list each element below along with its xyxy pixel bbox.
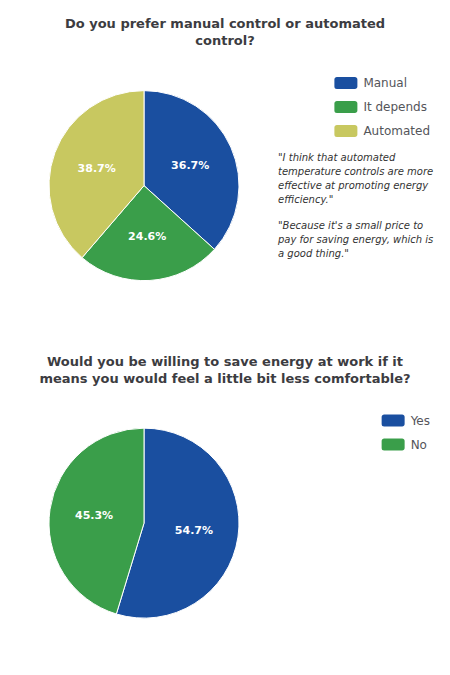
svg-text:"Because it's a small price to: "Because it's a small price to xyxy=(278,220,423,231)
svg-text:Automated: Automated xyxy=(363,124,430,138)
svg-text:36.7%: 36.7% xyxy=(171,159,209,172)
svg-text:temperature controls are more: temperature controls are more xyxy=(278,166,433,177)
svg-text:Manual: Manual xyxy=(363,76,407,90)
svg-text:pay for saving energy, which i: pay for saving energy, which is xyxy=(277,234,433,245)
svg-text:38.7%: 38.7% xyxy=(78,162,116,175)
svg-text:efficiency.": efficiency." xyxy=(278,194,333,205)
svg-text:a good thing.": a good thing." xyxy=(278,248,349,259)
svg-text:24.6%: 24.6% xyxy=(128,230,166,243)
svg-text:54.7%: 54.7% xyxy=(175,524,213,537)
svg-text:means you would feel a little: means you would feel a little bit less c… xyxy=(39,371,410,386)
svg-text:Yes: Yes xyxy=(410,414,430,428)
svg-text:effective at promoting energy: effective at promoting energy xyxy=(278,180,429,191)
svg-text:Would you be willing to save e: Would you be willing to save energy at w… xyxy=(47,354,403,369)
svg-text:No: No xyxy=(411,438,427,452)
svg-text:control?: control? xyxy=(195,33,254,48)
svg-text:Do you prefer manual control o: Do you prefer manual control or automate… xyxy=(65,16,385,31)
svg-text:It depends: It depends xyxy=(363,100,427,114)
svg-text:"I think that automated: "I think that automated xyxy=(278,152,396,163)
svg-text:45.3%: 45.3% xyxy=(75,509,113,522)
